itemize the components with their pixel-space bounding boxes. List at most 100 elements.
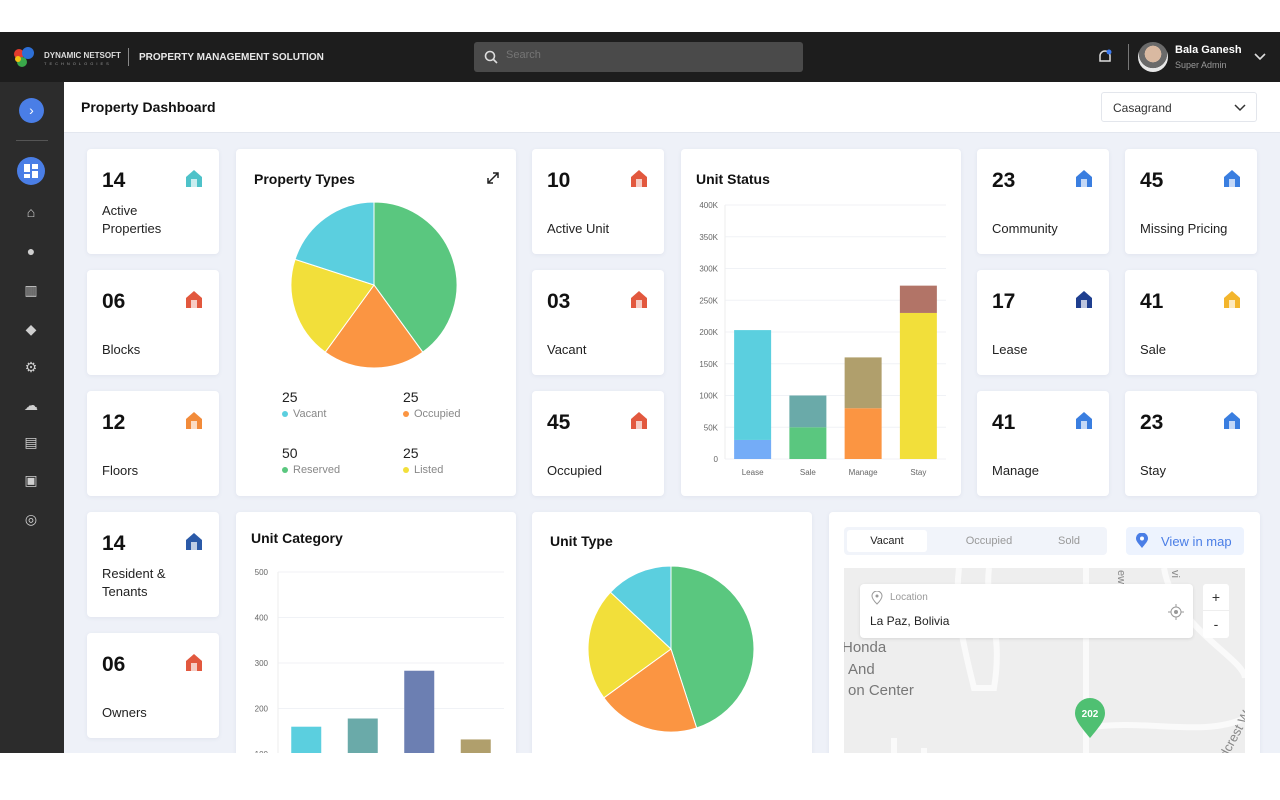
- tab-sold[interactable]: Sold: [1057, 535, 1081, 547]
- stat-value: 17: [992, 290, 1016, 313]
- legend-swatch: [282, 467, 288, 473]
- map-view[interactable]: Honda And on Center Ridcrest Way ew vi 2…: [844, 568, 1245, 753]
- stat-card[interactable]: 45 Missing Pricing: [1125, 149, 1257, 254]
- expand-icon[interactable]: [486, 171, 500, 185]
- manage-icon: [1076, 412, 1092, 429]
- bar-segment[interactable]: [789, 427, 827, 459]
- properties-icon[interactable]: ⌂: [26, 204, 36, 220]
- location-box[interactable]: Location La Paz, Bolivia: [860, 584, 1193, 638]
- print-icon[interactable]: ▣: [24, 472, 38, 488]
- users-icon[interactable]: ●: [26, 243, 36, 259]
- stat-card[interactable]: 03 Vacant: [532, 270, 664, 375]
- tab-vacant[interactable]: Vacant: [847, 530, 927, 552]
- stat-card[interactable]: 14 Active Properties: [87, 149, 219, 254]
- bar[interactable]: [460, 739, 491, 753]
- chevron-down-icon: [1234, 104, 1246, 112]
- divider: [128, 48, 129, 66]
- zoom-controls: + -: [1203, 584, 1229, 638]
- stat-card[interactable]: 23 Community: [977, 149, 1109, 254]
- pie-slice[interactable]: [588, 591, 672, 699]
- occupied-icon: [631, 412, 647, 429]
- settings-gear-icon[interactable]: ⚙: [24, 359, 38, 375]
- unit-category-chart: 100 200 300 400 500: [255, 568, 504, 753]
- stat-card[interactable]: 23 Stay: [1125, 391, 1257, 496]
- search-bar[interactable]: [474, 42, 803, 72]
- pie-slice[interactable]: [324, 284, 424, 369]
- notification-bell-icon[interactable]: [1097, 49, 1113, 65]
- y-tick-label: 50K: [704, 423, 719, 432]
- active-unit-icon: [631, 170, 647, 187]
- pie-slice[interactable]: [609, 566, 672, 651]
- map-marker[interactable]: 202: [1075, 698, 1105, 738]
- bar-segment[interactable]: [789, 395, 827, 428]
- cloud-upload-icon[interactable]: ☁: [24, 397, 38, 413]
- bar-segment[interactable]: [734, 330, 772, 440]
- pie-slice[interactable]: [603, 648, 698, 732]
- app-title: PROPERTY MANAGEMENT SOLUTION: [139, 52, 324, 63]
- unit-type-pie: [588, 566, 754, 732]
- chat-icon[interactable]: ◎: [24, 511, 38, 527]
- buildings-icon[interactable]: ▥: [24, 282, 38, 298]
- report-icon[interactable]: ▤: [24, 434, 38, 450]
- search-input[interactable]: [506, 49, 786, 61]
- search-icon: [484, 50, 498, 64]
- stat-label: Blocks: [102, 342, 141, 357]
- sidebar: › ⌂ ● ▥ ◆ ⚙ ☁ ▤ ▣ ◎: [0, 82, 64, 753]
- stat-card[interactable]: 41 Sale: [1125, 270, 1257, 375]
- blocks-icon: [186, 291, 202, 308]
- zoom-out-button[interactable]: -: [1213, 616, 1219, 632]
- sidebar-expand-button[interactable]: ›: [19, 98, 44, 123]
- stat-value: 45: [1140, 169, 1164, 192]
- pie-slice[interactable]: [291, 258, 375, 353]
- location-label: Location: [890, 592, 928, 603]
- stat-card[interactable]: 12 Floors: [87, 391, 219, 496]
- stat-value: 12: [102, 411, 126, 434]
- bar-segment[interactable]: [734, 439, 772, 459]
- unit-category-card: Unit Category 100 200 300 400 500: [236, 512, 516, 753]
- page-title: Property Dashboard: [81, 99, 216, 115]
- map-label: And: [848, 661, 875, 678]
- pie-slice[interactable]: [373, 202, 458, 353]
- legend-value: 25: [282, 389, 298, 405]
- stat-card[interactable]: 14 Resident & Tenants: [87, 512, 219, 617]
- stat-card[interactable]: 41 Manage: [977, 391, 1109, 496]
- company-select-value: Casagrand: [1113, 101, 1172, 115]
- tab-occupied[interactable]: Occupied: [965, 535, 1013, 547]
- bar[interactable]: [347, 718, 378, 753]
- bar-segment[interactable]: [844, 408, 882, 459]
- stat-card[interactable]: 06 Owners: [87, 633, 219, 738]
- bar[interactable]: [291, 726, 322, 753]
- company-select[interactable]: Casagrand: [1101, 92, 1257, 122]
- map-label: ew: [1115, 570, 1127, 584]
- stat-card[interactable]: 17 Lease: [977, 270, 1109, 375]
- bar-segment[interactable]: [899, 312, 937, 459]
- map-label: vi: [1169, 570, 1181, 578]
- stat-value: 23: [992, 169, 1016, 192]
- y-tick-label: 500: [255, 568, 269, 577]
- view-in-map-button[interactable]: View in map: [1126, 527, 1244, 555]
- zoom-in-button[interactable]: +: [1203, 584, 1229, 611]
- vacant-icon: [631, 291, 647, 308]
- bar[interactable]: [404, 670, 435, 753]
- stat-label: Community: [992, 221, 1058, 236]
- y-tick-label: 200: [255, 705, 269, 714]
- tag-icon[interactable]: ◆: [25, 321, 37, 337]
- user-avatar[interactable]: [1138, 42, 1168, 72]
- brand-sub: TECHNOLOGIES: [44, 61, 112, 66]
- bar-segment[interactable]: [844, 357, 882, 409]
- map-label: Honda: [844, 639, 887, 656]
- bar-segment[interactable]: [899, 285, 937, 313]
- stat-card[interactable]: 10 Active Unit: [532, 149, 664, 254]
- my-location-icon[interactable]: [1168, 604, 1184, 620]
- stat-card[interactable]: 45 Occupied: [532, 391, 664, 496]
- stat-label: Vacant: [547, 342, 587, 357]
- sidebar-item-dashboard[interactable]: [17, 157, 45, 185]
- pie-slice[interactable]: [294, 202, 375, 286]
- x-tick-label: Sale: [800, 468, 817, 477]
- user-menu-chevron-icon[interactable]: [1254, 53, 1266, 61]
- pie-slice[interactable]: [670, 566, 754, 729]
- top-bar: DYNAMIC NETSOFT TECHNOLOGIES PROPERTY MA…: [0, 32, 1280, 82]
- stat-card[interactable]: 06 Blocks: [87, 270, 219, 375]
- unit-type-card: Unit Type: [532, 512, 812, 753]
- card-title: Unit Category: [251, 530, 343, 546]
